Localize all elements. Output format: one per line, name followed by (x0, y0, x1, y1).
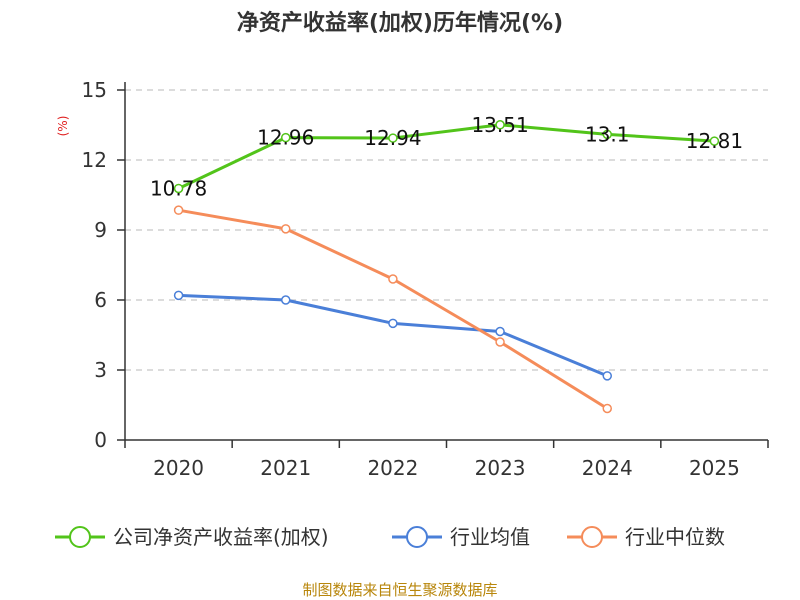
legend-marker (581, 526, 603, 548)
legend-label: 公司净资产收益率(加权) (113, 525, 329, 549)
x-tick-label: 2024 (582, 456, 633, 480)
y-tick-label: 12 (82, 148, 107, 172)
legend-marker (69, 526, 91, 548)
y-tick-label: 9 (94, 218, 107, 242)
legend-item: 公司净资产收益率(加权) (55, 525, 329, 549)
data-point (602, 403, 612, 414)
data-label: 12.81 (686, 129, 743, 153)
series-1 (173, 290, 612, 381)
source-note: 制图数据来自恒生聚源数据库 (302, 581, 497, 599)
series-0 (173, 120, 720, 194)
data-label: 10.78 (150, 176, 207, 200)
y-tick-label: 6 (94, 288, 107, 312)
data-point (281, 295, 291, 305)
y-tick-label: 0 (94, 428, 107, 452)
data-point (173, 205, 184, 215)
data-point (495, 326, 505, 337)
series-2 (173, 205, 612, 414)
legend-item: 行业均值 (392, 525, 530, 549)
chart-title: 净资产收益率(加权)历年情况(%) (237, 10, 563, 36)
series-line (178, 208, 609, 410)
series-line (177, 123, 715, 190)
x-tick-label: 2022 (367, 456, 418, 480)
axes (124, 82, 768, 441)
x-tick-label: 2021 (260, 456, 311, 480)
legend-marker (406, 526, 428, 548)
legend-item: 行业中位数 (567, 525, 725, 549)
data-labels: 10.78 12.96 12.94 13.51 13.1 12.81 (150, 113, 743, 201)
series-line (178, 293, 608, 378)
x-tick-label: 2023 (475, 456, 526, 480)
x-tick-label: 2020 (153, 456, 204, 480)
data-point (281, 132, 291, 143)
x-axis-ticks: 2020 2021 2022 2023 2024 2025 (124, 440, 769, 480)
data-point (173, 290, 184, 301)
data-point (602, 129, 612, 140)
y-axis-unit: (%) (56, 116, 70, 137)
data-label: 13.1 (585, 122, 630, 146)
data-point (388, 274, 398, 284)
data-point (281, 224, 291, 234)
x-tick-label: 2025 (689, 456, 740, 480)
data-point (602, 371, 612, 381)
data-point (173, 183, 184, 194)
data-point (388, 133, 398, 143)
y-tick-label: 3 (94, 358, 107, 382)
legend: 公司净资产收益率(加权) 行业均值 行业中位数 (55, 525, 725, 549)
data-label: 12.94 (364, 126, 421, 150)
grid-lines (125, 89, 768, 371)
data-point (495, 120, 505, 130)
legend-label: 行业中位数 (625, 525, 725, 549)
data-point (495, 337, 505, 347)
y-tick-label: 15 (82, 78, 107, 102)
series-group (173, 120, 720, 414)
data-label: 12.96 (257, 126, 314, 150)
y-axis-ticks: 0 3 6 9 12 15 (82, 78, 125, 452)
legend-label: 行业均值 (450, 525, 530, 549)
data-label: 13.51 (471, 113, 528, 137)
data-point (709, 136, 720, 146)
data-point (388, 318, 398, 329)
